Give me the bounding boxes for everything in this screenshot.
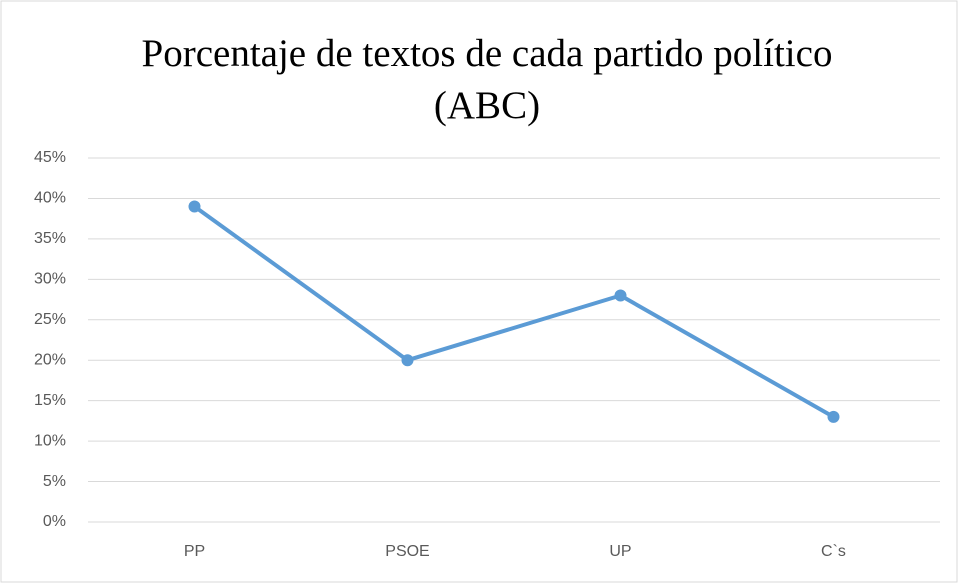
x-tick-label: UP (609, 543, 631, 560)
y-tick-label: 30% (34, 271, 66, 288)
x-tick-label: PSOE (385, 543, 429, 560)
y-tick-label: 45% (34, 149, 66, 166)
x-tick-label: C`s (821, 543, 846, 560)
y-tick-label: 20% (34, 351, 66, 368)
y-tick-label: 40% (34, 190, 66, 207)
y-tick-label: 15% (34, 392, 66, 409)
y-tick-label: 10% (34, 432, 66, 449)
chart-title: Porcentaje de textos de cada partido pol… (141, 32, 833, 127)
y-tick-label: 25% (34, 311, 66, 328)
line-series (192, 204, 836, 419)
x-tick-label: PP (184, 543, 205, 560)
y-tick-label: 5% (43, 473, 66, 490)
data-point (614, 289, 627, 302)
y-tick-label: 35% (34, 230, 66, 247)
data-point (401, 354, 414, 367)
y-tick-label: 0% (43, 513, 66, 530)
data-point (188, 200, 201, 213)
data-point (827, 410, 840, 423)
